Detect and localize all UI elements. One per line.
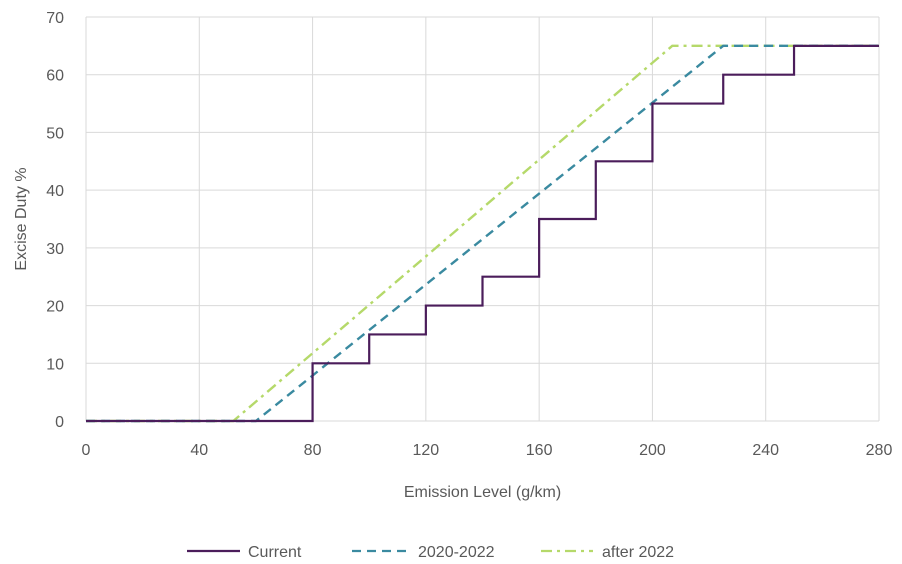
legend-label-1: 2020-2022: [418, 544, 495, 561]
y-tick-label: 0: [55, 414, 64, 431]
y-tick-label: 30: [46, 241, 64, 258]
x-tick-label: 0: [82, 442, 91, 459]
legend: Current 2020-2022 after 2022: [187, 544, 674, 561]
x-tick-label: 80: [304, 442, 322, 459]
grid: [85, 16, 880, 422]
y-tick-label: 10: [46, 356, 64, 373]
x-tick-label: 240: [752, 442, 779, 459]
series-line-1: [86, 44, 879, 423]
legend-label-0: Current: [248, 544, 302, 561]
y-tick-label: 40: [46, 183, 64, 200]
y-axis-title: Excise Duty %: [13, 167, 30, 270]
y-tick-label: 60: [46, 68, 64, 85]
series-line-0: [86, 44, 879, 423]
series-lines: [86, 44, 879, 423]
x-tick-label: 200: [639, 442, 666, 459]
y-tick-label: 70: [46, 10, 64, 27]
x-axis-title: Emission Level (g/km): [404, 484, 561, 501]
series-line-2: [86, 44, 879, 423]
tick-labels: 0 10 20 30 40 50 60 70 0 40 80 120 160 200 240 280: [46, 10, 892, 459]
y-tick-label: 50: [46, 125, 64, 142]
x-tick-label: 40: [190, 442, 208, 459]
x-tick-label: 160: [526, 442, 553, 459]
legend-label-2: after 2022: [602, 544, 674, 561]
x-tick-label: 120: [413, 442, 440, 459]
y-tick-label: 20: [46, 299, 64, 316]
x-tick-label: 280: [866, 442, 893, 459]
